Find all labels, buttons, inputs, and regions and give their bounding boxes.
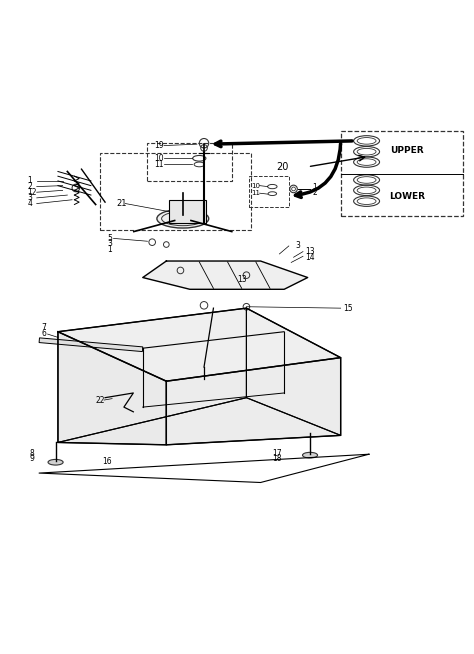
Text: 3: 3 bbox=[296, 241, 301, 250]
Text: 1: 1 bbox=[27, 177, 32, 186]
Bar bbox=[341, 131, 463, 216]
Text: 20: 20 bbox=[276, 162, 289, 172]
Text: LOWER: LOWER bbox=[389, 192, 425, 201]
Text: 3: 3 bbox=[108, 239, 112, 248]
Bar bbox=[147, 143, 232, 181]
Text: 9: 9 bbox=[30, 455, 35, 464]
Bar bbox=[39, 338, 143, 352]
Text: 12: 12 bbox=[27, 188, 37, 197]
Text: 8: 8 bbox=[30, 449, 35, 458]
Text: UPPER: UPPER bbox=[390, 146, 423, 155]
Text: 10: 10 bbox=[251, 182, 260, 188]
Text: 2: 2 bbox=[312, 188, 317, 198]
Text: 17: 17 bbox=[273, 449, 282, 458]
Text: 1: 1 bbox=[312, 182, 317, 192]
Text: 2: 2 bbox=[27, 182, 32, 191]
Ellipse shape bbox=[48, 459, 63, 465]
Bar bbox=[249, 176, 289, 207]
Bar bbox=[169, 199, 206, 223]
Polygon shape bbox=[166, 358, 341, 445]
Text: 22: 22 bbox=[96, 396, 105, 405]
Text: 5: 5 bbox=[108, 234, 112, 243]
Text: 7: 7 bbox=[41, 324, 46, 332]
Text: 18: 18 bbox=[273, 455, 282, 464]
Polygon shape bbox=[143, 261, 308, 289]
Text: 15: 15 bbox=[343, 303, 353, 313]
Text: 16: 16 bbox=[103, 456, 112, 466]
Text: 13: 13 bbox=[237, 275, 246, 284]
Ellipse shape bbox=[302, 453, 318, 458]
Polygon shape bbox=[58, 308, 341, 381]
Text: 3: 3 bbox=[27, 194, 32, 202]
Text: 6: 6 bbox=[41, 329, 46, 338]
Text: 1: 1 bbox=[108, 245, 112, 254]
Text: 21: 21 bbox=[117, 199, 128, 208]
Polygon shape bbox=[58, 332, 166, 445]
Ellipse shape bbox=[157, 209, 209, 228]
Text: 11: 11 bbox=[155, 160, 164, 169]
Text: 4: 4 bbox=[27, 199, 32, 208]
Bar bbox=[100, 152, 251, 230]
Text: 13: 13 bbox=[305, 247, 315, 256]
Text: 19: 19 bbox=[155, 141, 164, 150]
Text: 14: 14 bbox=[305, 252, 315, 262]
Text: 10: 10 bbox=[155, 154, 164, 163]
Text: 11: 11 bbox=[251, 190, 260, 196]
